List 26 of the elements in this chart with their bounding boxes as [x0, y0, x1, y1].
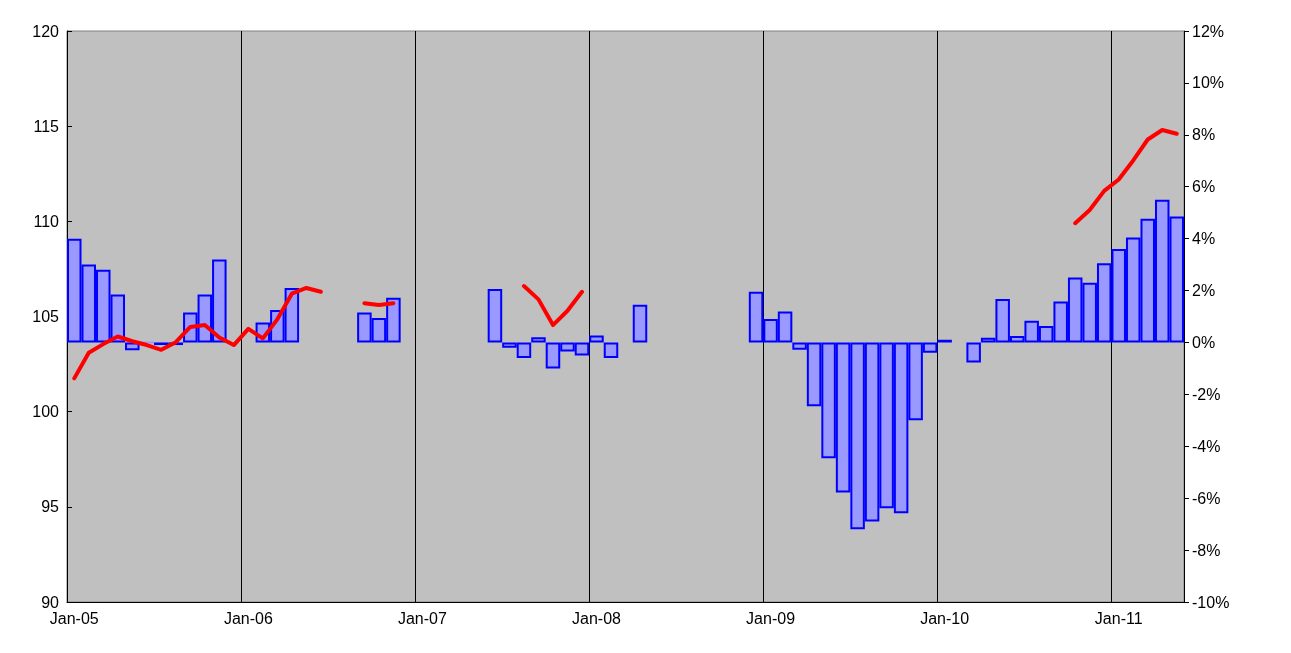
y-tick-label: 90: [41, 593, 60, 611]
y2-tick-label: 8%: [1192, 126, 1216, 144]
x-tick-label: Jan-09: [746, 609, 796, 627]
y-tick-label: 110: [33, 212, 60, 230]
x-tick-label: Jan-10: [920, 609, 970, 627]
x-tick-label: Jan-07: [397, 609, 447, 627]
y-tick-label: 100: [32, 403, 60, 421]
y2-tick-label: 4%: [1192, 230, 1216, 248]
y2-tick-label: 12%: [1192, 22, 1225, 40]
y-tick-label: 105: [32, 308, 60, 325]
x-tick-label: Jan-11: [1094, 609, 1143, 627]
y2-tick-label: 10%: [1192, 74, 1225, 92]
y-tick-label: 120: [32, 22, 60, 40]
x-tick-label: Jan-08: [572, 609, 622, 627]
y2-tick-label: 2%: [1192, 282, 1216, 300]
x-tick-label: Jan-05: [49, 609, 99, 627]
y2-tick-label: -10%: [1192, 593, 1230, 611]
y2-tick-label: 0%: [1192, 333, 1216, 351]
y-tick-label: 115: [33, 117, 60, 135]
y2-tick-label: 6%: [1192, 178, 1216, 196]
y2-tick-label: -4%: [1192, 437, 1221, 455]
y2-tick-label: -8%: [1192, 541, 1221, 559]
y2-tick-label: -2%: [1192, 385, 1221, 403]
x-tick-label: Jan-06: [223, 609, 273, 627]
y-tick-label: 95: [41, 498, 60, 516]
y2-tick-label: -6%: [1192, 489, 1221, 507]
